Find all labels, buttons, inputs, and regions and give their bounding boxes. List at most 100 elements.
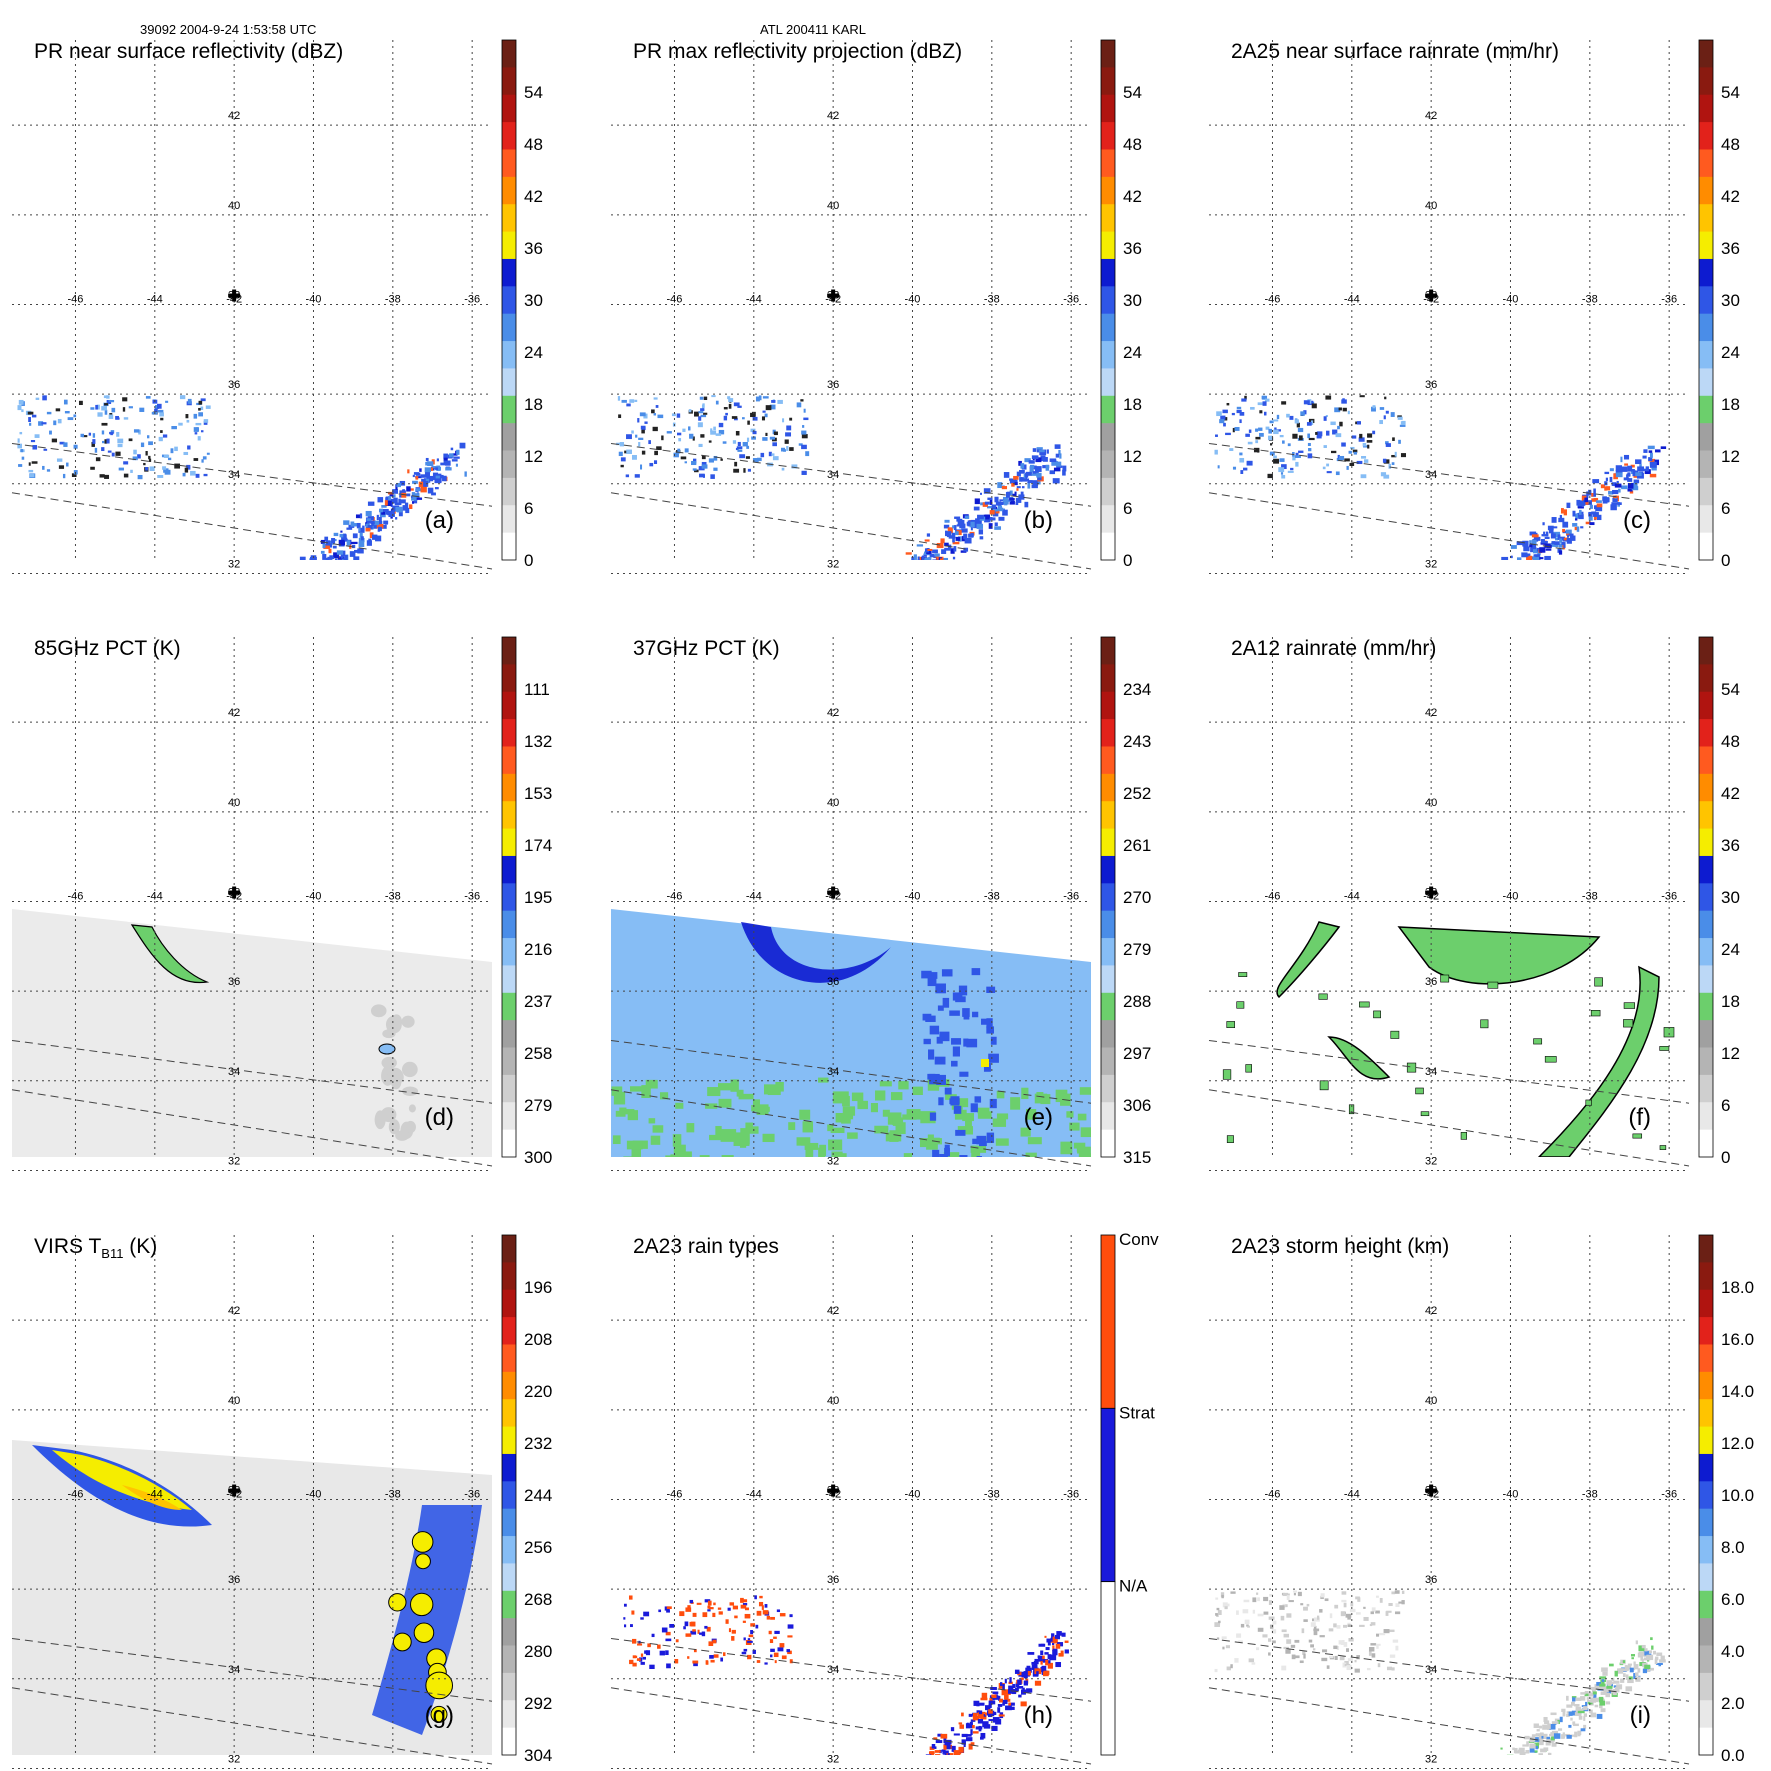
colorbar-tick-label: 36 [1721, 836, 1740, 855]
colorbar: 54 48 42 36 30 24 18 12 6 0 [1698, 636, 1740, 1167]
lon-tick-label: -38 [385, 1489, 401, 1501]
colorbar-tick-label: 0.0 [1721, 1746, 1745, 1765]
lon-tick-label: -38 [1582, 294, 1598, 306]
swath-edge-upper [11, 1039, 493, 1104]
colorbar-tick-label: 24 [1721, 343, 1740, 362]
colorbar-tick-label: 24 [1123, 343, 1142, 362]
colorbar-tick-label: 8.0 [1721, 1538, 1745, 1557]
colorbar-tick-label: 54 [524, 83, 543, 102]
colorbar-tick-label: 36 [1123, 239, 1142, 258]
colorbar-tick-label: 6.0 [1721, 1590, 1745, 1609]
swath-edge-upper [11, 442, 493, 507]
panel-letter: (c) [1623, 507, 1651, 534]
colorbar-tick-label: 30 [1721, 291, 1740, 310]
swath-edge-lower [1208, 1089, 1690, 1167]
colorbar-tick-label: 48 [1721, 732, 1740, 751]
panel-title: 2A25 near surface rainrate (mm/hr) [1231, 40, 1559, 63]
lon-tick-label: -36 [464, 1489, 480, 1501]
lat-tick-label: 42 [228, 110, 240, 122]
lat-tick-label: 34 [228, 469, 240, 481]
colorbar-tick-label: 306 [1123, 1096, 1151, 1115]
colorbar-tick-label: 315 [1123, 1148, 1151, 1167]
lon-tick-label: -36 [464, 891, 480, 903]
colorbar-tick-label: 111 [524, 680, 550, 699]
colorbar-tick-label: 30 [1721, 888, 1740, 907]
lon-tick-label: -38 [385, 891, 401, 903]
colorbar-tick-label: 153 [524, 784, 552, 803]
lat-tick-label: 32 [228, 1155, 240, 1167]
colorbar-tick-label: 0 [1123, 551, 1132, 570]
lon-tick-label: -40 [306, 294, 322, 306]
lat-tick-label: 36 [1425, 976, 1437, 988]
panel-letter: (h) [1024, 1702, 1053, 1729]
panel-title: 37GHz PCT (K) [633, 637, 780, 660]
lat-tick-label: 42 [228, 1305, 240, 1317]
lat-tick-label: 34 [1425, 1066, 1437, 1078]
colorbar-tick-label: 48 [1123, 135, 1142, 154]
swath-edge-lower [11, 492, 493, 570]
lat-tick-label: 34 [827, 1664, 839, 1676]
colorbar-tick-label: 297 [1123, 1044, 1151, 1063]
lon-tick-label: -40 [1503, 294, 1519, 306]
colorbar-tick-label: 18 [1123, 395, 1142, 414]
colorbar-tick-label: 6 [1123, 499, 1132, 518]
storm-center-marker [1425, 289, 1438, 302]
lat-tick-label: 42 [827, 1305, 839, 1317]
panel-letter: (f) [1628, 1104, 1651, 1131]
lon-tick-label: -36 [1063, 294, 1079, 306]
panel-letter: (e) [1024, 1104, 1053, 1131]
colorbar-tick-label: 42 [524, 187, 543, 206]
colorbar-tick-label: 24 [1721, 940, 1740, 959]
colorbar-tick-label: 195 [524, 888, 552, 907]
colorbar-tick-label: 36 [524, 239, 543, 258]
panel-title: 2A23 storm height (km) [1231, 1235, 1449, 1258]
colorbar-tick-label: 54 [1721, 83, 1740, 102]
colorbar-category: Strat [1119, 1403, 1155, 1422]
lon-tick-label: -46 [667, 891, 683, 903]
lon-tick-label: -46 [667, 1489, 683, 1501]
colorbar-tick-label: 54 [1123, 83, 1142, 102]
colorbar-tick-label: 288 [1123, 992, 1151, 1011]
lon-tick-label: -46 [68, 294, 84, 306]
colorbar-tick-label: 30 [524, 291, 543, 310]
lon-tick-label: -44 [147, 1489, 163, 1501]
colorbar: Conv Strat N/A [1100, 1230, 1159, 1756]
swath-edge-lower [11, 1089, 493, 1167]
lat-tick-label: 32 [1425, 1753, 1437, 1765]
colorbar-tick-label: 258 [524, 1044, 552, 1063]
field-c [1214, 395, 1667, 560]
panel-title: 2A12 rainrate (mm/hr) [1231, 637, 1436, 660]
field-f [1222, 921, 1675, 1157]
lat-tick-label: 42 [827, 707, 839, 719]
lon-tick-label: -36 [1063, 891, 1079, 903]
field-i [1214, 1590, 1666, 1755]
lon-tick-label: -46 [68, 891, 84, 903]
panel-letter: (d) [425, 1104, 454, 1131]
lat-tick-label: 40 [228, 200, 240, 212]
swath-edge-upper [1208, 1039, 1690, 1104]
colorbar-tick-label: 270 [1123, 888, 1151, 907]
lat-tick-label: 36 [228, 379, 240, 391]
colorbar-tick-label: 18.0 [1721, 1278, 1754, 1297]
swath-edge-lower [1208, 492, 1690, 570]
storm-center-marker [228, 886, 241, 899]
colorbar-tick-label: 10.0 [1721, 1486, 1754, 1505]
lon-tick-label: -40 [306, 1489, 322, 1501]
colorbar-tick-label: 6 [1721, 499, 1730, 518]
lat-tick-label: 40 [228, 797, 240, 809]
panel-title: VIRS TB11 (K) [34, 1235, 157, 1261]
colorbar-tick-label: 4.0 [1721, 1642, 1745, 1661]
storm-center-marker [228, 1484, 241, 1497]
colorbar: 196 208 220 232 244 256 268 280 292 304 [501, 1234, 552, 1765]
lon-tick-label: -44 [746, 891, 762, 903]
colorbar-tick-label: 14.0 [1721, 1382, 1754, 1401]
lon-tick-label: -36 [464, 294, 480, 306]
swath-edge-upper [1208, 442, 1690, 507]
swath-edge-lower [610, 492, 1092, 570]
lat-tick-label: 42 [1425, 110, 1437, 122]
lat-tick-label: 34 [1425, 1664, 1437, 1676]
lon-tick-label: -38 [1582, 1489, 1598, 1501]
panel-title: 2A23 rain types [633, 1235, 779, 1258]
field-b [616, 395, 1067, 560]
lon-tick-label: -46 [68, 1489, 84, 1501]
